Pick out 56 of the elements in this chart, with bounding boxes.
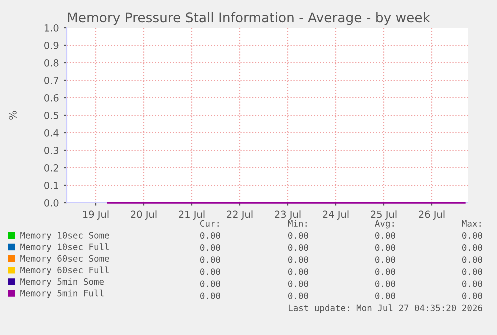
y-tick-label: 0.3 [44,146,59,154]
text: 0.00 [376,244,396,252]
text: 0.00 [200,280,220,288]
text: 0.00 [462,268,482,276]
y-tick-label: 0.5 [44,112,59,120]
text: 0.00 [376,292,396,300]
legend-label: Memory 10sec Full [20,244,109,252]
x-tick-label: 21 Jul [179,210,205,220]
text: 0.00 [288,292,308,300]
text: Cur: [200,220,219,227]
legend-label: Memory 10sec Some [20,232,110,241]
text: Max: [462,220,481,227]
y-tick-label: 0.7 [44,76,59,84]
text: 0.00 [200,268,220,276]
text: 0.00 [376,256,396,264]
text: 0.00 [200,244,220,252]
legend-label: Memory 5min Full [20,290,104,298]
y-tick-label: 0.8 [44,59,59,67]
y-axis-title: % [9,111,17,120]
text: 0.00 [462,280,482,288]
x-tick-label: 20 Jul [131,210,157,220]
text: 0.00 [462,292,482,300]
x-tick-label: 26 Jul [419,210,445,220]
text: 0.00 [200,256,220,264]
text: 0.00 [288,268,308,276]
text: 0.00 [462,256,482,264]
text: 0.00 [462,244,482,252]
text: 0.00 [288,280,308,288]
legend-label: Memory 60sec Some [20,255,110,264]
text: 0.00 [200,292,220,300]
text: 0.00 [200,232,220,240]
x-tick-label: 19 Jul [83,210,109,220]
text: Last update: Mon Jul 27 04:35:20 2026 [289,304,482,314]
y-tick-label: 0.4 [44,129,59,137]
x-tick-label: 22 Jul [227,210,253,220]
chart-title: Memory Pressure Stall Information - Average - by week [68,12,430,26]
x-tick-label: 23 Jul [275,210,301,220]
text: 0.00 [288,244,308,252]
y-tick-label: 0.6 [44,94,59,102]
y-tick-label: 0.9 [44,42,59,50]
text: 0.00 [288,256,308,264]
y-tick-label: 1.0 [44,24,59,32]
text: Avg: [375,220,394,229]
text: 0.00 [376,280,396,288]
legend-label: Memory 5min Some [20,278,104,287]
text: 0.00 [376,268,396,276]
text: 0.00 [288,232,308,240]
legend-label: Memory 60sec Full [20,266,109,276]
x-tick-label: 25 Jul [371,210,397,220]
x-tick-label: 24 Jul [323,210,349,220]
text: 0.00 [462,232,482,240]
text: Min: [288,220,307,227]
y-tick-label: 0.0 [44,199,59,207]
y-tick-label: 0.1 [44,182,58,190]
text: 0.00 [376,232,396,240]
y-tick-label: 0.2 [44,164,58,172]
